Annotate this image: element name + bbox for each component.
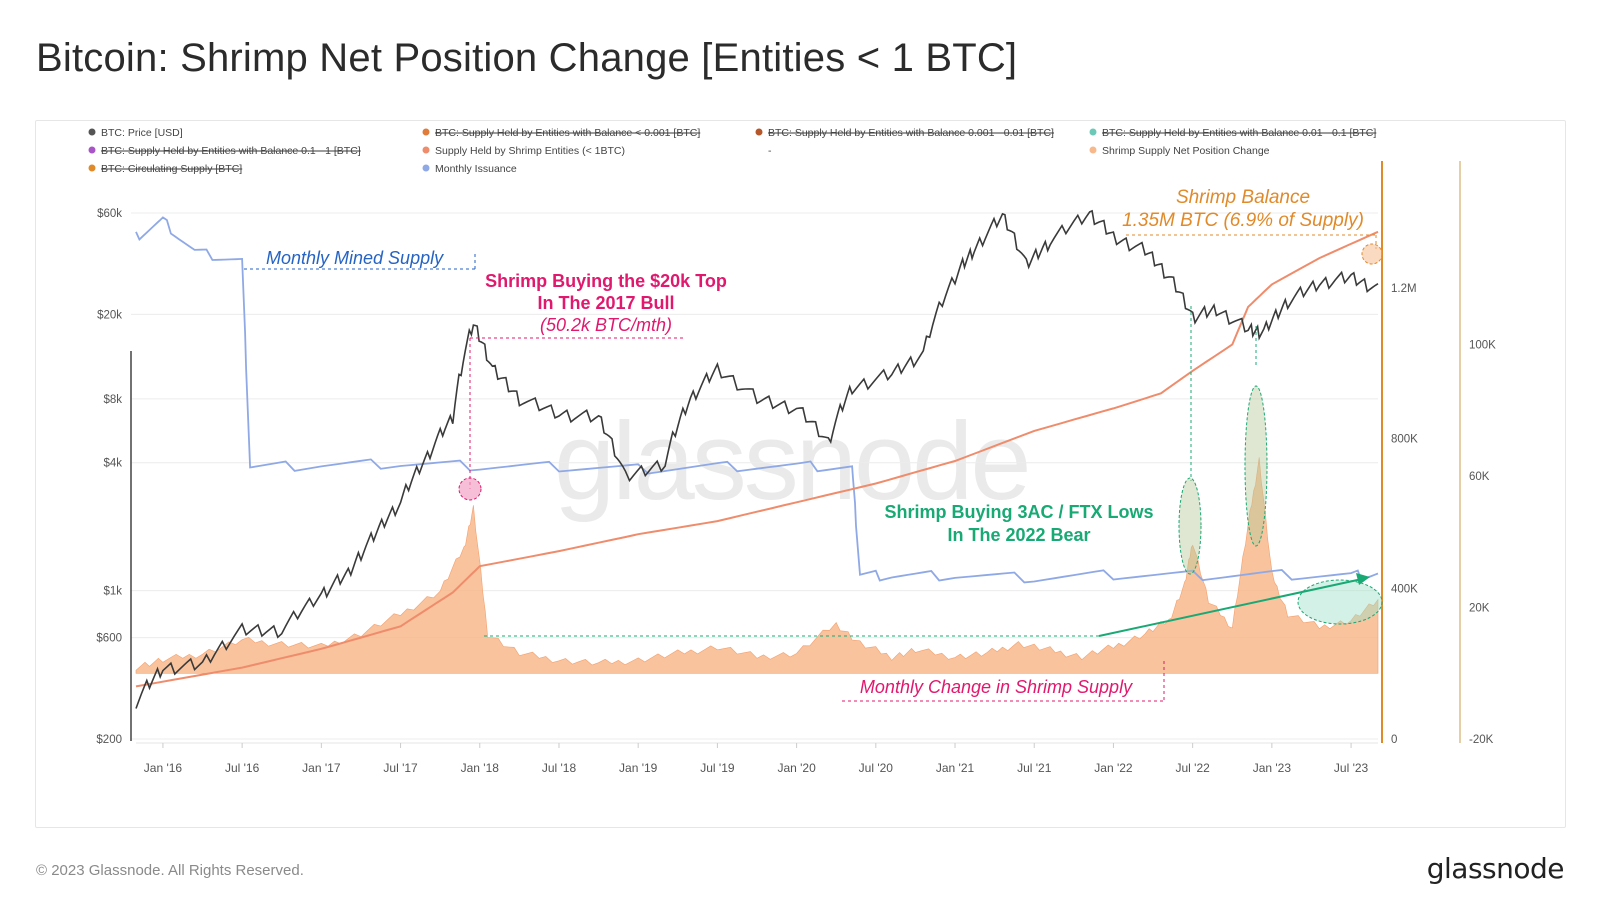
recent-ellipse (1297, 579, 1383, 625)
legend-dot (88, 146, 96, 154)
y-right2-tick-label: 100K (1469, 340, 1496, 352)
annotation-balance-line2: 1.35M BTC (6.9% of Supply) (1122, 210, 1364, 231)
x-tick-label: Jul '21 (1017, 761, 1052, 775)
y-right1-tick-label: 800K (1391, 433, 1418, 445)
x-tick-label: Jan '22 (1094, 761, 1133, 775)
y-left-ticks: $60k $20k $8k $4k $1k $600 $200 (96, 208, 122, 746)
legend-dot (422, 146, 430, 154)
y-right2-tick-label: 20K (1469, 603, 1490, 615)
legend-label: BTC: Supply Held by Entities with Balanc… (435, 127, 700, 139)
chart-panel: BTC: Price [USD] BTC: Supply Held by Enti… (35, 120, 1566, 828)
y-right2-tick-label: -20K (1469, 734, 1494, 746)
x-tick-label: Jan '23 (1253, 761, 1292, 775)
legend-dot (88, 128, 96, 136)
legend-dot (1089, 146, 1097, 154)
legend-label: BTC: Supply Held by Entities with Balanc… (1102, 127, 1376, 139)
legend-dot (755, 128, 763, 136)
y-left-tick-label: $1k (103, 586, 122, 598)
chart-svg: BTC: Price [USD] BTC: Supply Held by Enti… (88, 127, 1496, 775)
lows-ellipse-1 (1178, 477, 1202, 575)
legend-label: - (768, 145, 772, 157)
x-tick-label: Jan '17 (302, 761, 341, 775)
annotation-top-line1: Shrimp Buying the $20k Top (485, 271, 727, 291)
x-tick-label: Jul '18 (542, 761, 577, 775)
legend-label: BTC: Supply Held by Entities with Balanc… (101, 145, 361, 157)
copyright: © 2023 Glassnode. All Rights Reserved. (36, 862, 304, 879)
y-left-tick-label: $200 (96, 734, 122, 746)
page-title: Bitcoin: Shrimp Net Position Change [Ent… (36, 36, 1018, 80)
x-tick-label: Jul '17 (383, 761, 418, 775)
lows-ellipse-2 (1244, 385, 1268, 547)
legend-label: BTC: Price [USD] (101, 127, 183, 139)
legend: BTC: Price [USD] BTC: Supply Held by Enti… (88, 127, 1376, 175)
x-ticks: Jan '16 Jul '16 Jan '17 Jul '17 Jan '18 Jul '… (144, 743, 1369, 775)
trend-arrow (1098, 578, 1363, 637)
annotation-guides (244, 234, 1383, 702)
annotation-top-line3: (50.2k BTC/mth) (540, 315, 672, 335)
x-tick-label: Jan '16 (144, 761, 183, 775)
y-right1-ticks: 1.2M 800K 400K 0 (1391, 283, 1418, 746)
trend-arrowhead (1356, 573, 1370, 585)
brand-logo: glassnode (1426, 852, 1565, 885)
x-tick-label: Jan '20 (777, 761, 816, 775)
annotation-top-line2: In The 2017 Bull (537, 293, 674, 313)
annotation-lows-line2: In The 2022 Bear (947, 525, 1090, 545)
series-btc-price (135, 209, 1379, 709)
top-marker (458, 477, 482, 501)
series-layer (135, 209, 1379, 709)
series-net-change-area (135, 457, 1379, 674)
series-monthly-issuance (135, 216, 1379, 584)
y-left-tick-label: $20k (97, 309, 122, 321)
legend-label: BTC: Circulating Supply [BTC] (101, 163, 242, 175)
x-tick-label: Jul '20 (859, 761, 894, 775)
x-tick-label: Jan '19 (619, 761, 658, 775)
y-left-tick-label: $60k (97, 208, 122, 220)
legend-dot (422, 164, 430, 172)
legend-label: Monthly Issuance (435, 163, 517, 175)
legend-label: Supply Held by Shrimp Entities (< 1BTC) (435, 145, 625, 157)
y-right2-ticks: 100K 60K 20K -20K (1469, 340, 1496, 747)
x-tick-label: Jul '23 (1334, 761, 1369, 775)
y-left-tick-label: $4k (103, 458, 122, 470)
x-tick-label: Jan '18 (461, 761, 500, 775)
y-right2-tick-label: 60K (1469, 471, 1490, 483)
annotation-balance-line1: Shrimp Balance (1176, 187, 1310, 208)
annotation-lows-line1: Shrimp Buying 3AC / FTX Lows (884, 502, 1153, 522)
legend-dot (1089, 128, 1097, 136)
legend-label: Shrimp Supply Net Position Change (1102, 145, 1270, 157)
x-tick-label: Jul '22 (1175, 761, 1210, 775)
x-tick-label: Jul '16 (225, 761, 260, 775)
legend-dot (422, 128, 430, 136)
annotation-mined-supply: Monthly Mined Supply (266, 248, 444, 268)
x-tick-label: Jul '19 (700, 761, 735, 775)
y-left-tick-label: $600 (96, 633, 122, 645)
legend-dot (88, 164, 96, 172)
y-right1-tick-label: 400K (1391, 584, 1418, 596)
balance-marker (1361, 243, 1383, 265)
y-right1-tick-label: 1.2M (1391, 283, 1417, 295)
y-left-tick-label: $8k (103, 394, 122, 406)
x-tick-label: Jan '21 (936, 761, 975, 775)
legend-label: BTC: Supply Held by Entities with Balanc… (768, 127, 1054, 139)
y-right1-tick-label: 0 (1391, 734, 1397, 746)
annotation-monthly-change: Monthly Change in Shrimp Supply (860, 677, 1133, 697)
